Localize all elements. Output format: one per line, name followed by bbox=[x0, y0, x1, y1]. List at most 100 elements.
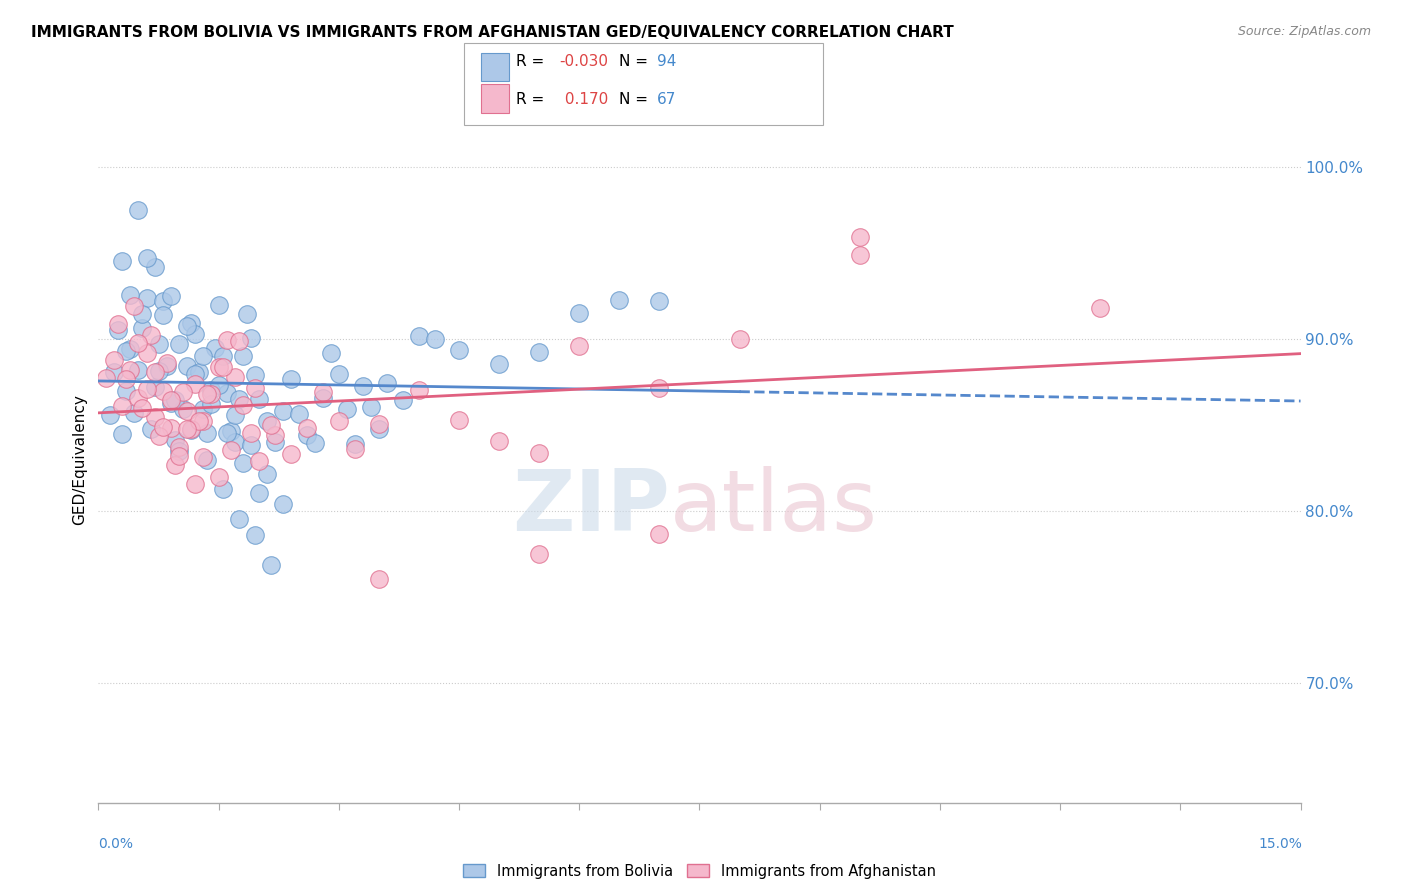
Point bbox=[124, 406, 146, 420]
Point bbox=[280, 372, 302, 386]
Point bbox=[152, 384, 174, 398]
Point bbox=[115, 344, 138, 359]
Point bbox=[849, 230, 872, 244]
Point bbox=[152, 420, 174, 434]
Point bbox=[849, 248, 872, 262]
Point bbox=[368, 422, 391, 436]
Text: IMMIGRANTS FROM BOLIVIA VS IMMIGRANTS FROM AFGHANISTAN GED/EQUIVALENCY CORRELATI: IMMIGRANTS FROM BOLIVIA VS IMMIGRANTS FR… bbox=[31, 25, 953, 40]
Point bbox=[328, 368, 350, 382]
Text: -0.030: -0.030 bbox=[560, 54, 609, 70]
Text: 67: 67 bbox=[657, 93, 676, 107]
Point bbox=[609, 293, 631, 308]
Point bbox=[648, 294, 671, 309]
Point bbox=[256, 414, 278, 428]
Point bbox=[247, 454, 270, 468]
Point bbox=[143, 260, 166, 274]
Point bbox=[243, 381, 266, 395]
Point bbox=[115, 372, 138, 386]
Point bbox=[228, 334, 250, 348]
Point bbox=[280, 447, 302, 461]
Point bbox=[163, 434, 186, 448]
Point bbox=[260, 418, 283, 433]
Point bbox=[368, 417, 391, 431]
Point bbox=[167, 337, 190, 351]
Point bbox=[107, 323, 129, 337]
Point bbox=[239, 437, 262, 451]
Point bbox=[159, 396, 181, 410]
Point bbox=[183, 367, 205, 381]
Point bbox=[183, 376, 205, 391]
Point bbox=[131, 320, 153, 334]
Point bbox=[368, 572, 391, 586]
Point bbox=[204, 341, 226, 355]
Point bbox=[163, 458, 186, 472]
Point bbox=[103, 352, 125, 367]
Point bbox=[111, 399, 134, 413]
Point bbox=[215, 386, 238, 401]
Point bbox=[155, 356, 177, 370]
Point bbox=[115, 384, 138, 399]
Point bbox=[100, 408, 122, 422]
Point bbox=[128, 391, 150, 405]
Point bbox=[243, 528, 266, 542]
Point bbox=[336, 402, 359, 417]
Point bbox=[232, 350, 254, 364]
Point bbox=[96, 370, 118, 384]
Point bbox=[191, 402, 214, 417]
Point bbox=[195, 452, 218, 467]
Point bbox=[172, 384, 194, 399]
Point bbox=[176, 318, 198, 333]
Point bbox=[392, 392, 415, 407]
Point bbox=[107, 317, 129, 331]
Point bbox=[488, 358, 510, 372]
Y-axis label: GED/Equivalency: GED/Equivalency bbox=[72, 394, 87, 524]
Point bbox=[263, 435, 285, 450]
Point bbox=[529, 345, 551, 359]
Text: N =: N = bbox=[619, 54, 652, 70]
Point bbox=[191, 349, 214, 363]
Point bbox=[120, 342, 142, 356]
Point bbox=[172, 401, 194, 416]
Point bbox=[120, 363, 142, 377]
Point bbox=[191, 414, 214, 428]
Point bbox=[271, 403, 294, 417]
Point bbox=[211, 483, 233, 497]
Text: 15.0%: 15.0% bbox=[1258, 837, 1302, 851]
Text: R =: R = bbox=[516, 54, 550, 70]
Point bbox=[128, 336, 150, 351]
Text: 94: 94 bbox=[657, 54, 676, 70]
Point bbox=[288, 407, 311, 421]
Point bbox=[568, 339, 591, 353]
Text: atlas: atlas bbox=[669, 466, 877, 549]
Point bbox=[176, 403, 198, 417]
Point bbox=[167, 449, 190, 463]
Point bbox=[180, 317, 202, 331]
Point bbox=[111, 253, 134, 268]
Point bbox=[447, 413, 470, 427]
Point bbox=[208, 469, 231, 483]
Point bbox=[360, 400, 382, 414]
Point bbox=[159, 421, 181, 435]
Point bbox=[247, 392, 270, 407]
Text: 0.0%: 0.0% bbox=[98, 837, 134, 851]
Point bbox=[200, 397, 222, 411]
Point bbox=[135, 383, 157, 397]
Point bbox=[195, 426, 218, 441]
Point bbox=[191, 450, 214, 465]
Point bbox=[529, 547, 551, 561]
Point bbox=[128, 363, 150, 377]
Point bbox=[176, 422, 198, 436]
Point bbox=[143, 410, 166, 425]
Point bbox=[260, 558, 283, 573]
Point bbox=[159, 393, 181, 408]
Point bbox=[167, 440, 190, 454]
Point bbox=[529, 446, 551, 460]
Point bbox=[148, 337, 170, 351]
Point bbox=[224, 434, 246, 449]
Point bbox=[224, 408, 246, 422]
Point bbox=[295, 421, 318, 435]
Point bbox=[163, 393, 186, 408]
Point bbox=[139, 327, 162, 342]
Point bbox=[131, 401, 153, 415]
Point bbox=[180, 423, 202, 437]
